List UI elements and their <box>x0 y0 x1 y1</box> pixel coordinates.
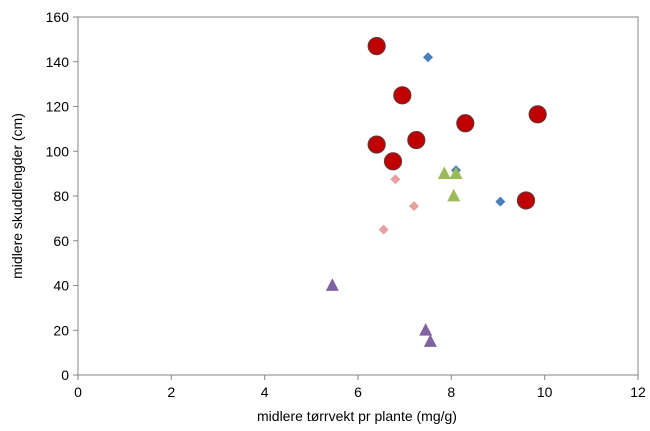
y-tick-label: 60 <box>53 233 69 249</box>
y-tick-label: 160 <box>46 9 70 25</box>
data-point-circle <box>367 36 386 56</box>
data-point-circle <box>528 105 547 124</box>
y-tick-labels: 0 20 40 60 80 100 120 140 160 <box>46 9 70 383</box>
data-point-diamond <box>423 52 433 63</box>
x-tick-label: 8 <box>447 384 455 400</box>
y-tick-label: 20 <box>53 322 69 338</box>
y-axis-title: midlere skuddlengder (cm) <box>9 113 25 279</box>
data-point-circle <box>367 135 386 154</box>
y-tick-label: 140 <box>46 54 70 70</box>
data-point-circle <box>407 130 426 150</box>
x-tick-label: 10 <box>537 384 553 400</box>
y-tick-label: 80 <box>53 188 69 204</box>
data-point-triangle <box>447 188 461 202</box>
data-point-triangle <box>325 278 339 291</box>
data-point-triangle <box>419 323 433 336</box>
data-point-triangle <box>449 166 463 180</box>
x-tick-labels: 0 2 4 6 8 10 12 <box>74 384 646 400</box>
data-point-diamond <box>378 224 389 235</box>
data-point-triangle <box>423 334 437 347</box>
data-point-circle <box>393 86 412 105</box>
x-tick-label: 6 <box>354 384 362 400</box>
y-tick-label: 40 <box>53 278 69 294</box>
data-point-diamond <box>409 201 419 212</box>
data-point-circle <box>383 152 403 171</box>
data-point-diamond <box>495 196 506 207</box>
x-axis-title: midlere tørrvekt pr plante (mg/g) <box>257 408 457 424</box>
data-points <box>325 36 547 347</box>
y-tick-label: 120 <box>46 99 70 115</box>
x-tick-label: 0 <box>74 384 82 400</box>
data-point-diamond <box>390 174 401 185</box>
x-tick-label: 4 <box>261 384 269 400</box>
data-point-triangle <box>437 166 451 180</box>
x-tick-label: 2 <box>167 384 175 400</box>
y-tick-label: 0 <box>61 367 69 383</box>
plot-area-border <box>77 16 639 376</box>
data-point-circle <box>516 191 536 210</box>
axes <box>73 16 639 380</box>
data-point-circle <box>456 114 475 133</box>
y-tick-label: 100 <box>46 143 70 159</box>
x-tick-label: 12 <box>630 384 646 400</box>
